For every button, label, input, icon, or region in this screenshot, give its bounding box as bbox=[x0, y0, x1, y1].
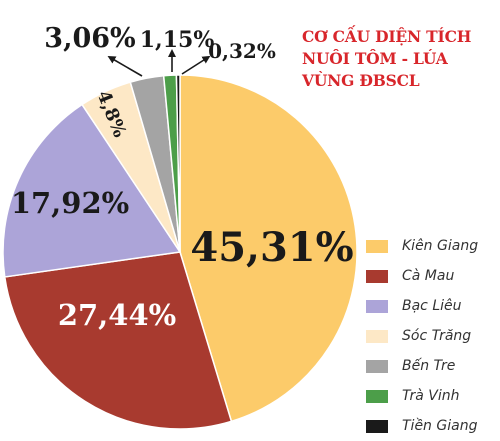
legend-swatch-ben-tre bbox=[366, 359, 388, 373]
legend-swatch-bac-lieu bbox=[366, 299, 388, 313]
chart-legend: Kiên Giang Cà Mau Bạc Liêu Sóc Trăng Bến Tre… bbox=[366, 231, 478, 441]
chart-title: CƠ CẤU DIỆN TÍCH NUÔI TÔM - LÚA VÙNG ĐBS… bbox=[302, 26, 492, 92]
legend-item-ca-mau: Cà Mau bbox=[366, 261, 478, 291]
chart-title-line-1: CƠ CẤU DIỆN TÍCH bbox=[302, 27, 472, 46]
legend-label-ca-mau: Cà Mau bbox=[402, 268, 455, 284]
chart-title-line-2: NUÔI TÔM - LÚA bbox=[302, 49, 448, 68]
legend-swatch-tra-vinh bbox=[366, 389, 388, 403]
legend-item-kien-giang: Kiên Giang bbox=[366, 231, 478, 261]
pie-slice-ca-mau bbox=[3, 251, 233, 430]
data-label-tien-giang: 0,32% bbox=[208, 39, 276, 63]
pie-slice-bac-lieu bbox=[2, 103, 182, 278]
legend-swatch-tien-giang bbox=[366, 419, 388, 433]
legend-label-tien-giang: Tiền Giang bbox=[402, 418, 478, 434]
data-label-bac-lieu: 17,92% bbox=[11, 186, 129, 220]
callout-arrow-tien-giang bbox=[181, 55, 211, 75]
data-label-ben-tre: 3,06% bbox=[44, 23, 135, 54]
data-label-kien-giang: 45,31% bbox=[190, 224, 353, 271]
legend-label-bac-lieu: Bạc Liêu bbox=[402, 298, 462, 314]
legend-item-tra-vinh: Trà Vinh bbox=[366, 381, 478, 411]
legend-swatch-ca-mau bbox=[366, 269, 388, 283]
legend-swatch-kien-giang bbox=[366, 239, 388, 253]
legend-label-soc-trang: Sóc Trăng bbox=[402, 328, 472, 344]
legend-swatch-soc-trang bbox=[366, 329, 388, 343]
legend-item-bac-lieu: Bạc Liêu bbox=[366, 291, 478, 321]
legend-label-kien-giang: Kiên Giang bbox=[402, 238, 479, 254]
pie-slice-tien-giang bbox=[175, 74, 181, 253]
chart-title-line-3: VÙNG ĐBSCL bbox=[302, 71, 420, 90]
data-label-ca-mau: 27,44% bbox=[58, 298, 176, 332]
callout-arrow-ben-tre bbox=[107, 55, 143, 77]
legend-label-ben-tre: Bến Tre bbox=[402, 358, 456, 374]
legend-label-tra-vinh: Trà Vinh bbox=[402, 388, 460, 404]
data-label-tra-vinh: 1,15% bbox=[140, 27, 215, 53]
legend-item-tien-giang: Tiền Giang bbox=[366, 411, 478, 441]
legend-item-soc-trang: Sóc Trăng bbox=[366, 321, 478, 351]
pie-slice-kien-giang bbox=[179, 74, 358, 423]
legend-item-ben-tre: Bến Tre bbox=[366, 351, 478, 381]
